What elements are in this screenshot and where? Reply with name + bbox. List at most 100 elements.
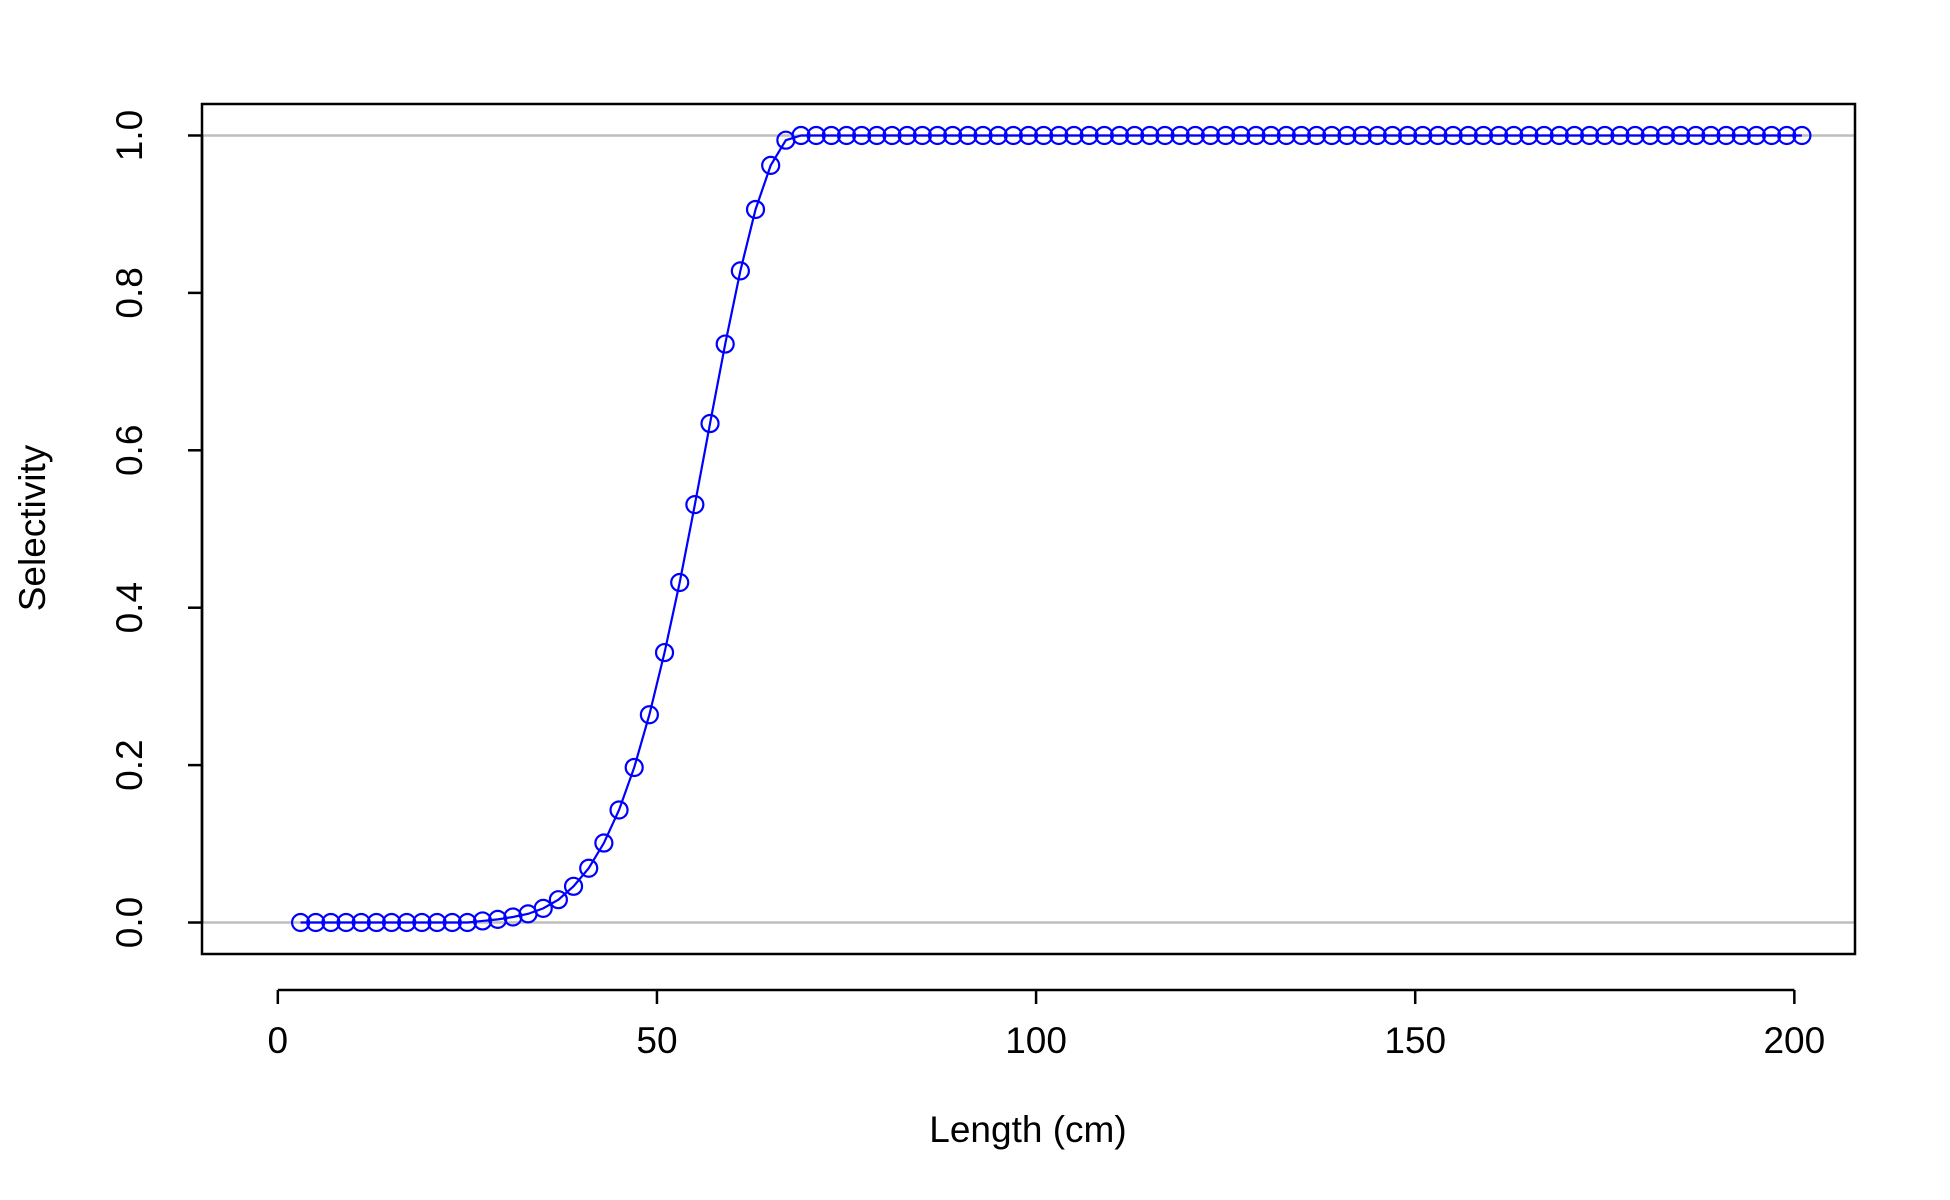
data-point [427,912,447,933]
data-point [1322,125,1342,146]
x-tick-label: 50 [636,1020,677,1061]
data-point [1216,125,1236,146]
data-point [1003,125,1023,146]
data-point [503,907,523,927]
data-point [1671,125,1691,146]
plot-frame [200,102,1857,956]
data-point [1018,125,1039,146]
data-point [806,125,826,146]
series-layer [290,125,1812,933]
data-point [1777,125,1797,146]
y-tick-label: 0.0 [109,897,150,948]
data-point [397,912,417,933]
data-point [306,912,326,933]
data-point [1640,125,1660,146]
data-point [366,912,386,933]
data-point [912,125,932,146]
data-point [351,912,371,933]
data-point [791,125,811,146]
data-point [897,125,917,146]
data-point [700,413,720,434]
data-point [1549,125,1569,146]
y-axis: 0.0 0.2 0.4 0.6 0.8 1.0 [109,110,204,948]
data-point [821,125,841,146]
data-point [321,912,341,933]
data-point [715,334,735,354]
data-point [761,155,781,175]
data-point [1519,125,1539,146]
data-point [639,705,659,725]
data-point [1352,125,1372,146]
data-point [579,858,599,878]
data-point [488,909,508,929]
data-point [943,125,963,146]
x-axis: 0 50 100 150 200 [268,988,1825,1061]
data-point [1034,125,1054,146]
data-point [927,125,948,146]
reference-lines [202,134,1855,924]
data-point [1125,125,1145,146]
data-point [730,261,750,281]
data-point [1655,125,1676,146]
data-point [1185,125,1205,146]
data-point [381,912,402,933]
data-point [1625,125,1645,146]
data-point [1686,125,1706,146]
data-point [1564,125,1585,146]
data-point [670,572,690,593]
data-point [685,495,705,515]
data-point [1246,125,1266,146]
data-point [1458,125,1478,146]
data-point [457,912,477,933]
data-point [563,876,584,896]
data-point [1580,125,1600,146]
data-point [1200,125,1221,146]
data-point [1231,125,1251,146]
x-tick-label: 200 [1763,1020,1825,1061]
data-point [1261,125,1281,146]
data-point [836,125,857,146]
data-point [1428,125,1448,146]
data-point [1079,125,1099,146]
data-point [1337,125,1357,146]
data-point [882,125,902,146]
data-point [594,833,614,853]
data-point [1398,125,1418,146]
data-point [988,125,1008,146]
data-point [958,125,978,146]
y-tick-label: 0.8 [109,267,150,318]
data-point [1367,125,1387,146]
data-point [1701,125,1721,146]
data-point [1473,125,1494,146]
data-point [1792,125,1812,146]
data-point [1382,125,1403,146]
data-point [290,912,311,933]
x-tick-label: 150 [1384,1020,1446,1061]
y-tick-label: 0.4 [109,582,150,633]
data-point [1109,125,1130,146]
data-point [1595,125,1615,146]
data-point [1276,125,1296,146]
y-tick-label: 0.2 [109,739,150,790]
data-point [533,898,553,918]
x-tick-label: 0 [268,1020,289,1061]
y-tick-label: 0.6 [109,425,150,476]
data-point [442,912,462,933]
data-point [1413,125,1433,146]
x-axis-title: Length (cm) [929,1109,1126,1150]
data-point [472,911,493,931]
data-point [609,800,629,820]
data-point [1155,125,1175,146]
data-point [1291,125,1312,146]
data-point [412,912,432,933]
data-point [336,912,356,933]
data-point [1610,125,1630,146]
data-point [1049,125,1069,146]
data-point [1504,125,1524,146]
data-point [654,642,675,663]
data-point [867,125,887,146]
data-point [1489,125,1509,146]
data-point [1534,125,1554,146]
data-point [1307,125,1327,146]
